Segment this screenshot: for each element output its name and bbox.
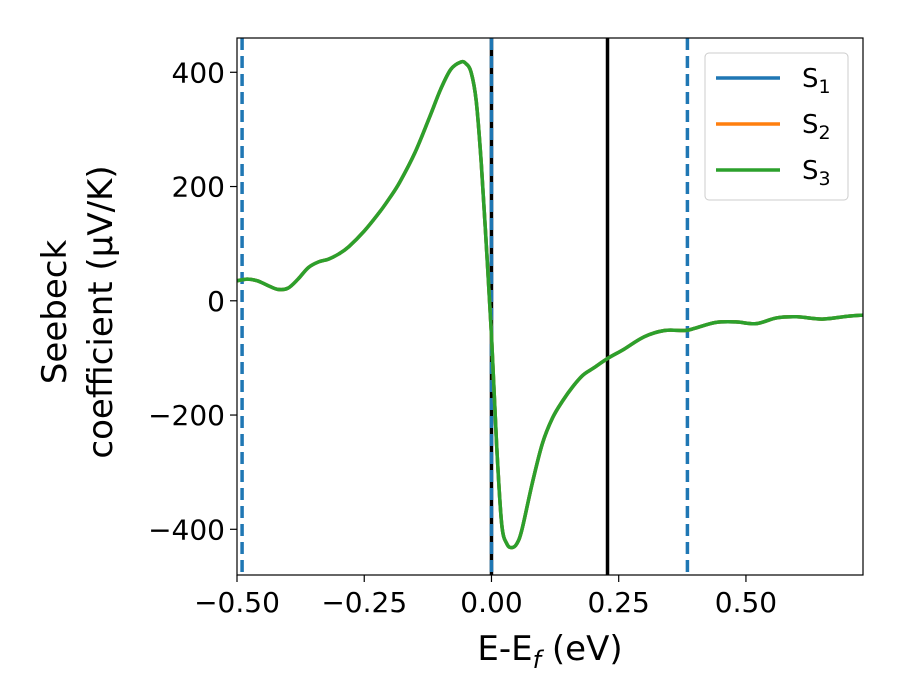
x-tick-label-0: −0.50 (194, 586, 280, 619)
y-tick-label-0: −400 (148, 513, 225, 546)
series-lines (237, 59, 863, 550)
x-tick-label-1: −0.25 (321, 586, 407, 619)
y-tick-label-4: 400 (172, 56, 225, 89)
legend: S1 S2 S3 (704, 52, 849, 201)
plot-frame (236, 37, 864, 576)
x-tick-label-2: 0.00 (460, 586, 522, 619)
x-axis-label: E-Ef (eV) (477, 629, 622, 674)
x-tick-label-3: 0.25 (588, 586, 650, 619)
series-line-3 (237, 59, 863, 550)
y-axis-label-line1: Seebeck (35, 240, 75, 385)
y-axis-label-line2: coefficient (μV/K) (81, 165, 121, 458)
legend-label-1: S1 (802, 64, 831, 98)
x-axis-ticks: −0.50 −0.25 0.00 0.25 0.50 (194, 575, 777, 619)
y-axis-label: Seebeck coefficient (μV/K) (35, 165, 121, 458)
y-axis-ticks: −400 −200 0 200 400 (148, 56, 237, 546)
x-tick-label-4: 0.50 (715, 586, 777, 619)
legend-frame (704, 52, 849, 201)
x-axis-label-suffix: (eV) (541, 629, 623, 669)
legend-label-3: S3 (802, 156, 831, 190)
legend-label-2: S2 (802, 110, 831, 144)
y-tick-label-3: 200 (172, 171, 225, 204)
x-axis-label-main: E-E (477, 629, 532, 669)
y-tick-label-1: −200 (148, 399, 225, 432)
y-tick-label-2: 0 (207, 285, 225, 318)
